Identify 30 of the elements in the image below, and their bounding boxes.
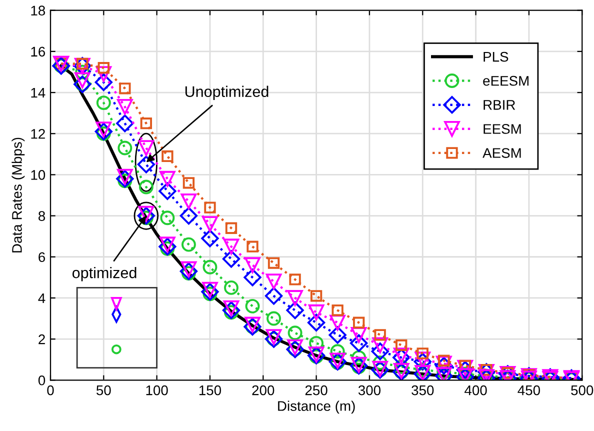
legend-label: PLS [484,52,508,62]
x-tick-label: 300 [358,385,381,396]
x-tick-label: 150 [199,385,222,396]
legend-label: RBIR [484,100,516,110]
x-tick-label: 100 [146,385,168,396]
y-axis-title: Data Rates (Mbps) [12,138,25,252]
y-tick-label: 2 [38,334,45,344]
y-tick-label: 18 [31,6,46,16]
x-tick-label: 50 [96,385,111,396]
legend-label: AESM [482,148,521,158]
x-tick-label: 200 [252,385,274,396]
x-axis-title: Distance (m) [278,400,355,414]
x-tick-label: 400 [464,385,487,396]
y-tick-label: 0 [38,375,46,386]
y-tick-label: 12 [31,128,45,139]
y-tick-label: 8 [38,211,46,221]
y-tick-label: 6 [38,252,46,262]
annotation: optimized [72,267,136,282]
y-tick-label: 4 [38,293,46,303]
y-tick-label: 16 [31,46,46,57]
y-tick-label: 10 [31,170,46,180]
legend-label: eEESM [483,76,528,86]
x-tick-label: 250 [305,385,328,396]
legend-label: EESM [484,124,521,134]
x-tick-label: 450 [518,385,540,396]
annotation: Unoptimized [185,86,268,100]
x-tick-label: 350 [412,385,434,396]
x-tick-label: 500 [571,385,594,396]
y-tick-label: 14 [31,88,46,98]
x-tick-label: 0 [47,385,54,396]
